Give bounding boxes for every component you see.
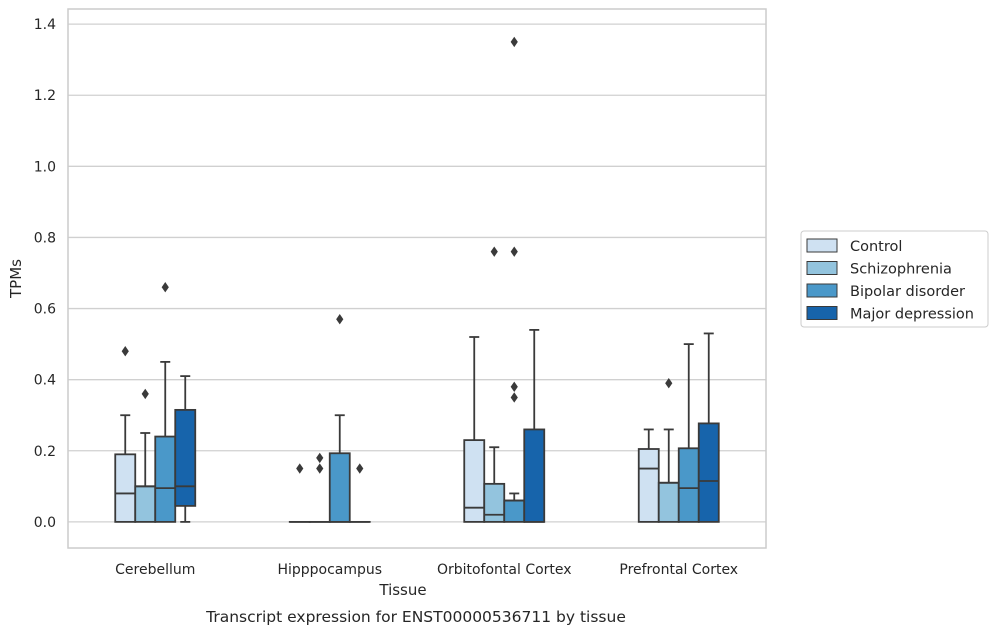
y-tick-label: 0.6 [34, 302, 56, 318]
x-axis-ticks: Cerebellum Hipppocampus Orbitofontal Corte… [115, 562, 738, 578]
box-schizophrenia [308, 452, 331, 523]
box-bipolar-disorder [503, 36, 526, 523]
box-iqr [483, 482, 506, 523]
box-iqr [657, 481, 680, 523]
outlier-point [316, 463, 324, 474]
x-tick-label: Orbitofontal Cortex [437, 562, 572, 578]
outlier-point [296, 463, 304, 474]
box-series [114, 36, 720, 523]
legend-label: Control [850, 239, 902, 255]
legend: Control Schizophrenia Bipolar disorder Majo… [800, 230, 989, 328]
x-tick-label: Hipppocampus [277, 562, 382, 578]
y-tick-label: 1.0 [34, 159, 56, 175]
box-control [288, 463, 311, 523]
legend-swatch [806, 283, 838, 298]
outlier-point [510, 246, 518, 257]
box-major-depression [348, 463, 371, 523]
box-iqr [503, 499, 526, 523]
outlier-point [665, 378, 673, 389]
y-tick-label: 0.4 [34, 373, 56, 389]
legend-label: Bipolar disorder [850, 284, 965, 300]
box-iqr [114, 453, 137, 523]
outlier-point [121, 346, 129, 357]
box-schizophrenia [483, 246, 506, 523]
box-control [114, 346, 137, 523]
box-iqr [154, 435, 177, 523]
outlier-point [510, 392, 518, 403]
y-tick-label: 1.4 [34, 17, 56, 33]
x-tick-label: Prefrontal Cortex [619, 562, 738, 578]
legend-label: Major depression [850, 307, 974, 323]
legend-swatch [806, 238, 838, 253]
y-axis-label: TPMs [7, 259, 25, 299]
box-iqr [523, 428, 546, 523]
box-major-depression [697, 332, 720, 523]
y-tick-label: 0.2 [34, 444, 56, 460]
box-bipolar-disorder [328, 314, 351, 523]
box-control [463, 336, 486, 523]
box-control [637, 428, 660, 523]
box-major-depression [174, 375, 197, 523]
box-schizophrenia [657, 378, 680, 523]
box-iqr [134, 485, 157, 523]
y-tick-label: 1.2 [34, 88, 56, 104]
outlier-point [336, 314, 344, 325]
outlier-point [316, 452, 324, 464]
outlier-point [161, 282, 169, 293]
legend-label: Schizophrenia [850, 262, 952, 278]
x-tick-label: Cerebellum [115, 562, 195, 578]
outlier-point [141, 388, 149, 400]
legend-swatch [806, 261, 838, 275]
box-iqr [174, 408, 197, 507]
outlier-point [356, 463, 364, 474]
y-tick-label: 0.8 [34, 230, 56, 246]
box-iqr [637, 448, 660, 523]
legend-swatch [806, 306, 838, 320]
y-axis-ticks: 0.0 0.2 0.4 0.6 0.8 1.0 1.2 1.4 [34, 17, 56, 531]
box-iqr [328, 452, 351, 523]
box-bipolar-disorder [154, 282, 177, 523]
outlier-point [510, 381, 518, 392]
box-schizophrenia [134, 388, 157, 523]
box-major-depression [523, 328, 546, 523]
outlier-point [510, 36, 518, 48]
box-iqr [677, 447, 700, 523]
box-bipolar-disorder [677, 343, 700, 523]
y-tick-label: 0.0 [34, 515, 56, 531]
plot-frame [67, 8, 767, 549]
outlier-point [490, 246, 498, 257]
x-axis-label: Tissue [378, 581, 426, 599]
chart-caption: Transcript expression for ENST0000053671… [205, 608, 626, 626]
legend-frame [800, 230, 989, 328]
box-iqr [697, 422, 720, 523]
box-iqr [463, 439, 486, 523]
